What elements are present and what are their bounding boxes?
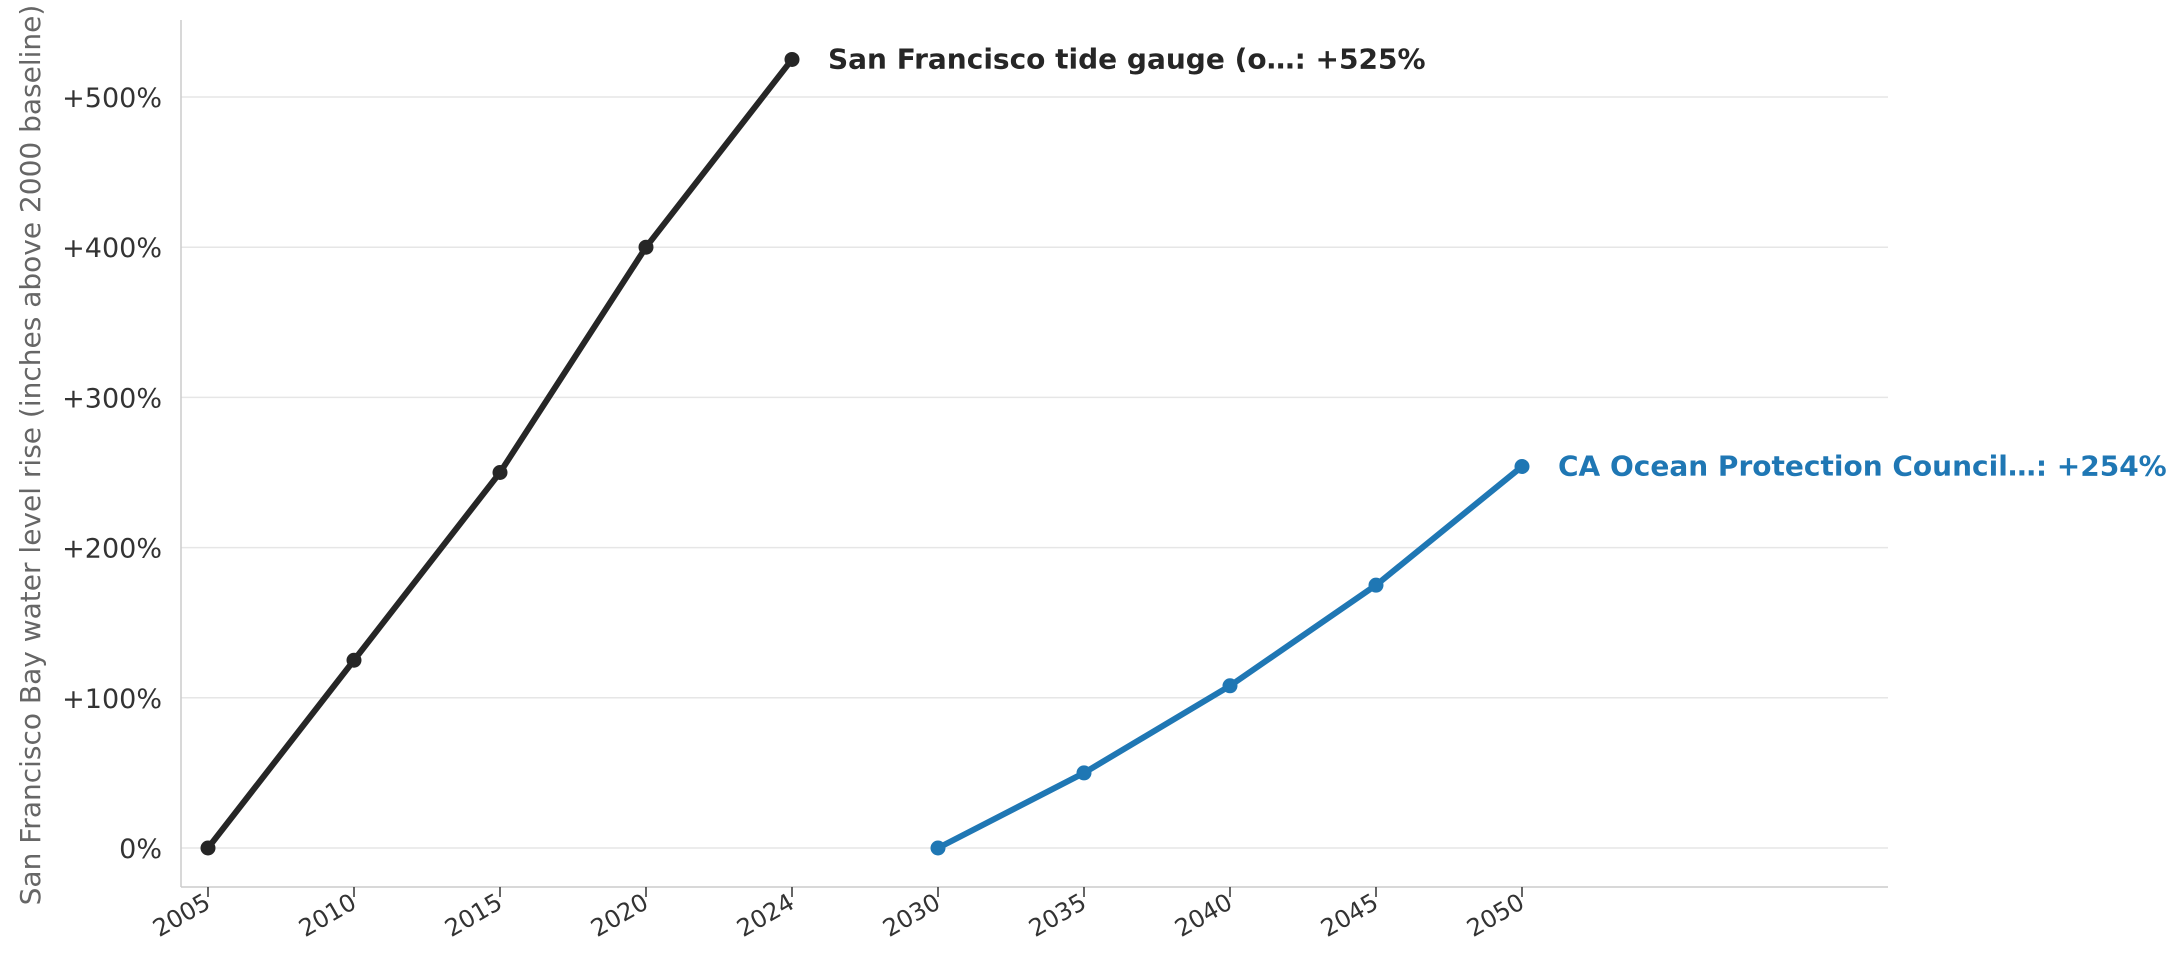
data-point <box>784 51 800 67</box>
data-point <box>1514 458 1530 474</box>
gridlines <box>181 96 1888 849</box>
data-point <box>1076 765 1092 781</box>
y-tick-label: +300% <box>62 383 162 414</box>
data-point <box>638 239 654 255</box>
data-point <box>492 465 508 480</box>
data-point <box>1368 577 1384 593</box>
series-line-1 <box>205 56 795 851</box>
series-line-2 <box>935 463 1525 851</box>
data-point <box>346 652 362 668</box>
series-end-label: San Francisco tide gauge (o…: +525% <box>828 42 1426 75</box>
x-tick-label: 2035 <box>1024 888 1091 943</box>
y-tick-label: 0% <box>119 834 162 865</box>
y-tick-label: +400% <box>62 233 162 264</box>
y-tick-label: +100% <box>62 684 162 715</box>
x-tick-label: 2010 <box>294 888 361 943</box>
x-tick-label: 2015 <box>440 888 507 943</box>
series <box>200 51 1530 856</box>
y-tick-label: +500% <box>62 83 162 114</box>
x-tick-label: 2024 <box>732 888 799 943</box>
labels: San Francisco tide gauge (o…: +525% CA Oc… <box>828 42 2167 482</box>
x-tick-label: 2040 <box>1170 888 1237 943</box>
series-end-label: CA Ocean Protection Council…: +254% <box>1558 449 2167 482</box>
x-tick-label: 2020 <box>586 888 653 943</box>
x-tick-label: 2050 <box>1462 888 1529 943</box>
x-tick-label: 2030 <box>878 888 945 943</box>
y-axis-title: San Francisco Bay water level rise (inch… <box>14 5 47 906</box>
data-point <box>930 840 946 856</box>
x-tick-label: 2005 <box>148 888 215 943</box>
data-point <box>200 840 216 856</box>
x-tick-label: 2045 <box>1316 888 1383 943</box>
y-tick-label: +200% <box>62 534 162 565</box>
data-point <box>1222 678 1238 694</box>
